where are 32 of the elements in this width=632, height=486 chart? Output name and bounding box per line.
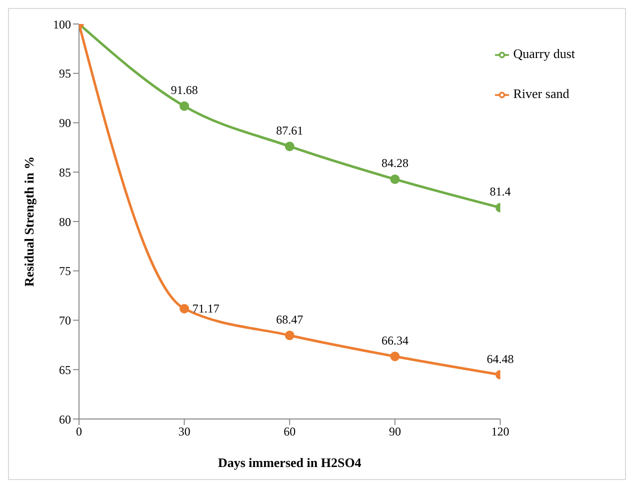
x-tick-label: 90: [388, 424, 401, 439]
x-axis-title: Days immersed in H2SO4: [218, 455, 362, 470]
data-label: 91.68: [170, 83, 198, 98]
point: [284, 330, 294, 340]
point: [180, 101, 190, 111]
legend-label: Quarry dust: [513, 46, 575, 61]
y-tick-label: 60: [59, 412, 71, 426]
data-label: 64.48: [486, 352, 514, 366]
y-tick-label: 95: [59, 66, 71, 81]
y-tick-label: 85: [59, 165, 71, 180]
data-label: 66.34: [381, 333, 408, 348]
data-label: 84.28: [381, 156, 408, 170]
x-tick-label: 120: [491, 424, 510, 439]
point: [180, 304, 190, 314]
point: [390, 174, 400, 184]
x-tick-label: 30: [178, 424, 190, 439]
x-tick-label: 60: [284, 424, 296, 439]
data-label: 87.61: [276, 123, 304, 138]
y-tick-label: 75: [59, 264, 71, 278]
y-tick-label: 70: [59, 314, 71, 328]
y-tick-label: 90: [59, 116, 71, 130]
point: [284, 142, 294, 152]
y-tick-label: 65: [59, 362, 71, 377]
x-tick-label: 0: [76, 424, 82, 439]
y-axis-title: Residual Strength in %: [22, 156, 37, 287]
data-label: 71.17: [192, 302, 220, 316]
data-label: 68.47: [276, 312, 304, 326]
legend-label: River sand: [513, 86, 570, 101]
y-tick-label: 100: [53, 17, 71, 32]
point: [390, 352, 400, 362]
data-label: 81.4: [490, 184, 511, 199]
y-tick-label: 80: [59, 214, 71, 229]
